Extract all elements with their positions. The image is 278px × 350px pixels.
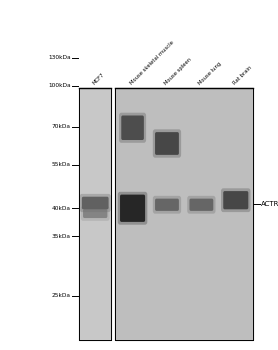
FancyBboxPatch shape — [121, 116, 144, 140]
FancyBboxPatch shape — [221, 188, 250, 212]
FancyBboxPatch shape — [81, 206, 110, 221]
FancyBboxPatch shape — [223, 191, 248, 209]
Text: ACTR1A: ACTR1A — [261, 201, 278, 207]
Bar — [115, 88, 253, 340]
Text: Rat brain: Rat brain — [232, 65, 253, 86]
FancyBboxPatch shape — [83, 209, 107, 218]
Text: 55kDa: 55kDa — [52, 162, 71, 167]
Text: 40kDa: 40kDa — [52, 206, 71, 211]
FancyBboxPatch shape — [153, 130, 181, 158]
Text: Mouse lung: Mouse lung — [198, 61, 223, 86]
Text: 100kDa: 100kDa — [48, 83, 71, 88]
Text: 130kDa: 130kDa — [48, 55, 71, 60]
Bar — [79, 88, 111, 340]
FancyBboxPatch shape — [187, 196, 215, 214]
FancyBboxPatch shape — [119, 113, 146, 143]
FancyBboxPatch shape — [155, 132, 179, 155]
FancyBboxPatch shape — [120, 195, 145, 222]
FancyBboxPatch shape — [153, 196, 181, 214]
FancyBboxPatch shape — [118, 192, 147, 225]
Text: Mouse skeletal muscle: Mouse skeletal muscle — [129, 40, 175, 86]
FancyBboxPatch shape — [82, 197, 109, 209]
Text: MCF7: MCF7 — [92, 72, 105, 86]
Text: 70kDa: 70kDa — [52, 124, 71, 129]
FancyBboxPatch shape — [155, 199, 179, 211]
FancyBboxPatch shape — [190, 199, 213, 211]
Text: 35kDa: 35kDa — [52, 234, 71, 239]
Text: 25kDa: 25kDa — [52, 293, 71, 298]
Text: Mouse spleen: Mouse spleen — [163, 57, 193, 86]
FancyBboxPatch shape — [80, 194, 111, 212]
